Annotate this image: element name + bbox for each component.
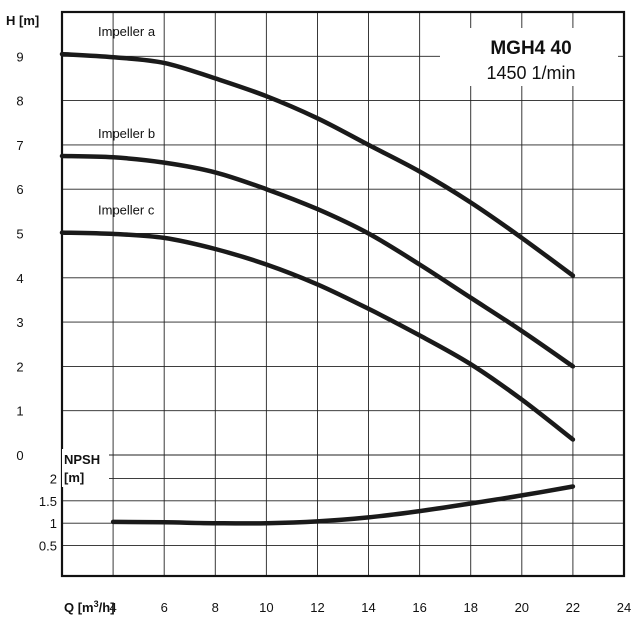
grid bbox=[60, 10, 626, 578]
x-tick-label: 18 bbox=[463, 600, 477, 615]
y-tick-label-npsh: 1 bbox=[50, 516, 57, 531]
npsh-label-background bbox=[62, 449, 109, 487]
y-tick-label-head: 0 bbox=[16, 448, 23, 463]
x-tick-label: 4 bbox=[109, 600, 116, 615]
x-tick-label: 6 bbox=[161, 600, 168, 615]
y-axis-label-npsh-line2: [m] bbox=[64, 470, 84, 485]
y-tick-label-npsh: 1.5 bbox=[39, 494, 57, 509]
y-tick-label-head: 8 bbox=[16, 94, 23, 109]
y-tick-label-npsh: 2 bbox=[50, 471, 57, 486]
curves bbox=[59, 51, 576, 526]
x-tick-label: 8 bbox=[212, 600, 219, 615]
y-tick-label-head: 9 bbox=[16, 49, 23, 64]
x-tick-label: 12 bbox=[310, 600, 324, 615]
series-label: Impeller a bbox=[98, 24, 156, 39]
y-tick-label-head: 5 bbox=[16, 227, 23, 242]
x-tick-label: 14 bbox=[361, 600, 375, 615]
x-axis-label: Q [m3/h] bbox=[64, 599, 115, 615]
x-tick-label: 10 bbox=[259, 600, 273, 615]
y-tick-label-head: 4 bbox=[16, 271, 23, 286]
head-curve-impeller-b bbox=[59, 153, 576, 369]
y-tick-label-head: 7 bbox=[16, 138, 23, 153]
chart-title: MGH4 40 bbox=[490, 38, 571, 59]
plot-frame bbox=[60, 10, 626, 578]
y-tick-label-head: 6 bbox=[16, 182, 23, 197]
npsh-curve bbox=[110, 484, 576, 526]
head-curve-impeller-c bbox=[59, 230, 576, 442]
y-axis-label-npsh-line1: NPSH bbox=[64, 452, 100, 467]
x-tick-label: 22 bbox=[566, 600, 580, 615]
y-axis-label-head: H [m] bbox=[6, 13, 39, 28]
x-tick-label: 24 bbox=[617, 600, 631, 615]
series-label: Impeller c bbox=[98, 203, 155, 218]
chart-subtitle: 1450 1/min bbox=[486, 63, 575, 83]
y-tick-label-head: 1 bbox=[16, 404, 23, 419]
title-box-background bbox=[440, 28, 618, 86]
x-tick-label: 20 bbox=[515, 600, 529, 615]
series-label: Impeller b bbox=[98, 126, 155, 141]
labels: MGH4 40 1450 1/min H [m] NPSH [m] Q [m3/… bbox=[6, 13, 631, 615]
x-tick-label: 16 bbox=[412, 600, 426, 615]
y-tick-label-head: 3 bbox=[16, 315, 23, 330]
head-curve-impeller-a bbox=[59, 51, 576, 278]
y-tick-label-head: 2 bbox=[16, 359, 23, 374]
y-tick-label-npsh: 0.5 bbox=[39, 539, 57, 554]
